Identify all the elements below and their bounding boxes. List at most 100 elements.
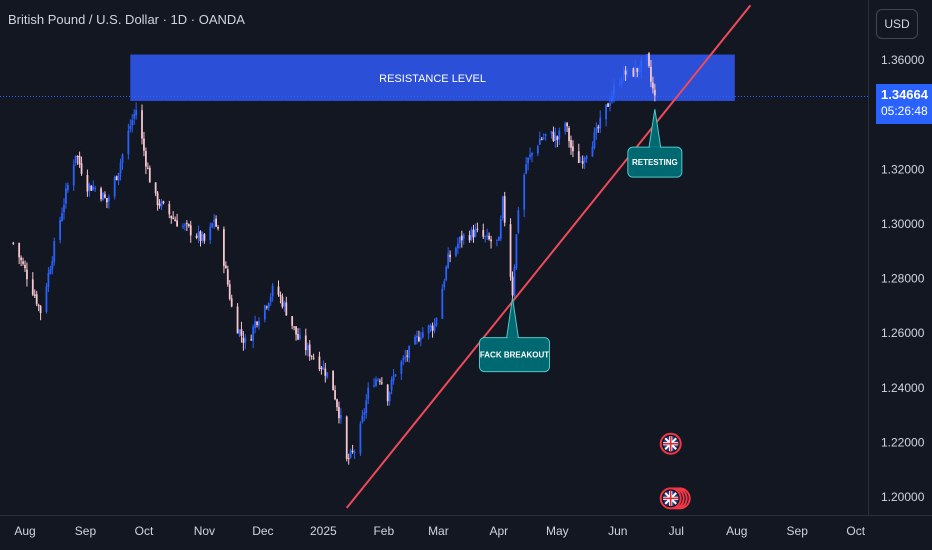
candle <box>129 119 132 133</box>
candle-body <box>199 231 202 242</box>
candle-body <box>203 233 206 241</box>
candle-body <box>160 201 163 207</box>
candle-body <box>513 267 516 297</box>
candle <box>632 67 635 78</box>
resistance-zone-box[interactable] <box>130 54 735 101</box>
candle-body <box>581 161 584 164</box>
candle <box>281 293 284 309</box>
candle <box>102 191 104 201</box>
candle-body <box>59 220 61 240</box>
candle-body <box>117 173 120 181</box>
candle-body <box>638 70 641 72</box>
candle-body <box>141 110 143 139</box>
uk-flag-icon[interactable] <box>659 487 682 510</box>
candle <box>653 83 656 102</box>
candle-body <box>482 230 485 237</box>
time-tick-label: Oct <box>135 524 154 538</box>
candle-body <box>497 237 500 241</box>
event-markers[interactable] <box>659 432 691 510</box>
candle <box>269 293 272 306</box>
candle <box>33 289 36 299</box>
candle-body <box>634 66 637 78</box>
candle-body <box>318 356 321 370</box>
uk-flag-icon[interactable] <box>659 432 682 455</box>
candle <box>636 67 639 78</box>
candle-body <box>26 269 28 280</box>
candle-body <box>650 66 652 82</box>
candle-body <box>185 223 188 225</box>
candle <box>468 230 471 243</box>
candle-body <box>468 235 471 241</box>
candle-body <box>648 53 650 66</box>
bar-countdown: 05:26:48 <box>881 104 928 118</box>
candle-body <box>361 415 364 422</box>
candle <box>509 218 512 281</box>
candle-body <box>195 235 198 238</box>
candle <box>267 302 270 311</box>
candle-body <box>564 123 567 132</box>
candle-body <box>624 70 627 75</box>
candle-body <box>269 296 272 302</box>
currency-button[interactable]: USD <box>876 9 918 39</box>
candle <box>585 154 588 163</box>
candle-body <box>470 229 473 241</box>
candle <box>113 175 116 200</box>
candle <box>572 140 574 158</box>
candle <box>345 415 348 462</box>
candle <box>293 326 295 331</box>
candle-body <box>566 122 568 127</box>
candle <box>312 353 315 360</box>
candle <box>408 345 411 363</box>
candle <box>599 110 602 133</box>
candle-body <box>591 146 594 157</box>
candle-body <box>653 89 656 96</box>
trendline-stroke[interactable] <box>345 4 752 509</box>
time-axis[interactable]: Aug Sep Oct Nov Dec 2025 Feb Mar Apr May Jun Jul Aug… <box>14 524 865 538</box>
candle-body <box>421 332 424 338</box>
candle-body <box>554 134 557 141</box>
candle-body <box>35 294 38 305</box>
candle-body <box>577 151 580 163</box>
candle-body <box>583 158 586 163</box>
candle-body <box>433 324 436 331</box>
price-tick-label: 1.28000 <box>881 272 925 286</box>
candle <box>24 260 26 272</box>
candle <box>353 449 356 460</box>
candle <box>35 290 38 307</box>
candle-body <box>570 140 572 148</box>
candle <box>240 321 243 343</box>
candle <box>367 382 370 405</box>
candle <box>338 401 340 424</box>
candle <box>554 127 557 148</box>
trendline[interactable] <box>345 4 752 509</box>
candle <box>199 230 202 247</box>
candle <box>523 172 526 218</box>
candle <box>252 324 255 349</box>
candle <box>431 322 434 338</box>
candle <box>279 291 282 304</box>
candle-body <box>349 450 352 458</box>
candle <box>503 191 506 227</box>
candle-body <box>53 241 56 262</box>
candle <box>332 370 334 391</box>
candles <box>12 52 656 465</box>
candle-body <box>626 68 629 74</box>
candle <box>336 398 338 411</box>
candle-body <box>131 120 134 126</box>
candle-body <box>365 400 368 413</box>
chart-title: British Pound / U.S. Dollar · 1D · OANDA <box>8 12 245 27</box>
candle-body <box>457 243 459 249</box>
candle <box>258 317 260 330</box>
candle <box>18 242 21 265</box>
time-tick-label: Apr <box>490 524 509 538</box>
resistance-zone[interactable]: RESISTANCE LEVEL <box>130 54 735 101</box>
candle <box>531 152 533 163</box>
candle-body <box>529 154 531 157</box>
candle <box>121 153 124 170</box>
candle <box>39 305 42 321</box>
candle-body <box>322 366 325 370</box>
candle-body <box>176 220 178 227</box>
candle-body <box>416 335 418 338</box>
candle <box>107 194 110 209</box>
